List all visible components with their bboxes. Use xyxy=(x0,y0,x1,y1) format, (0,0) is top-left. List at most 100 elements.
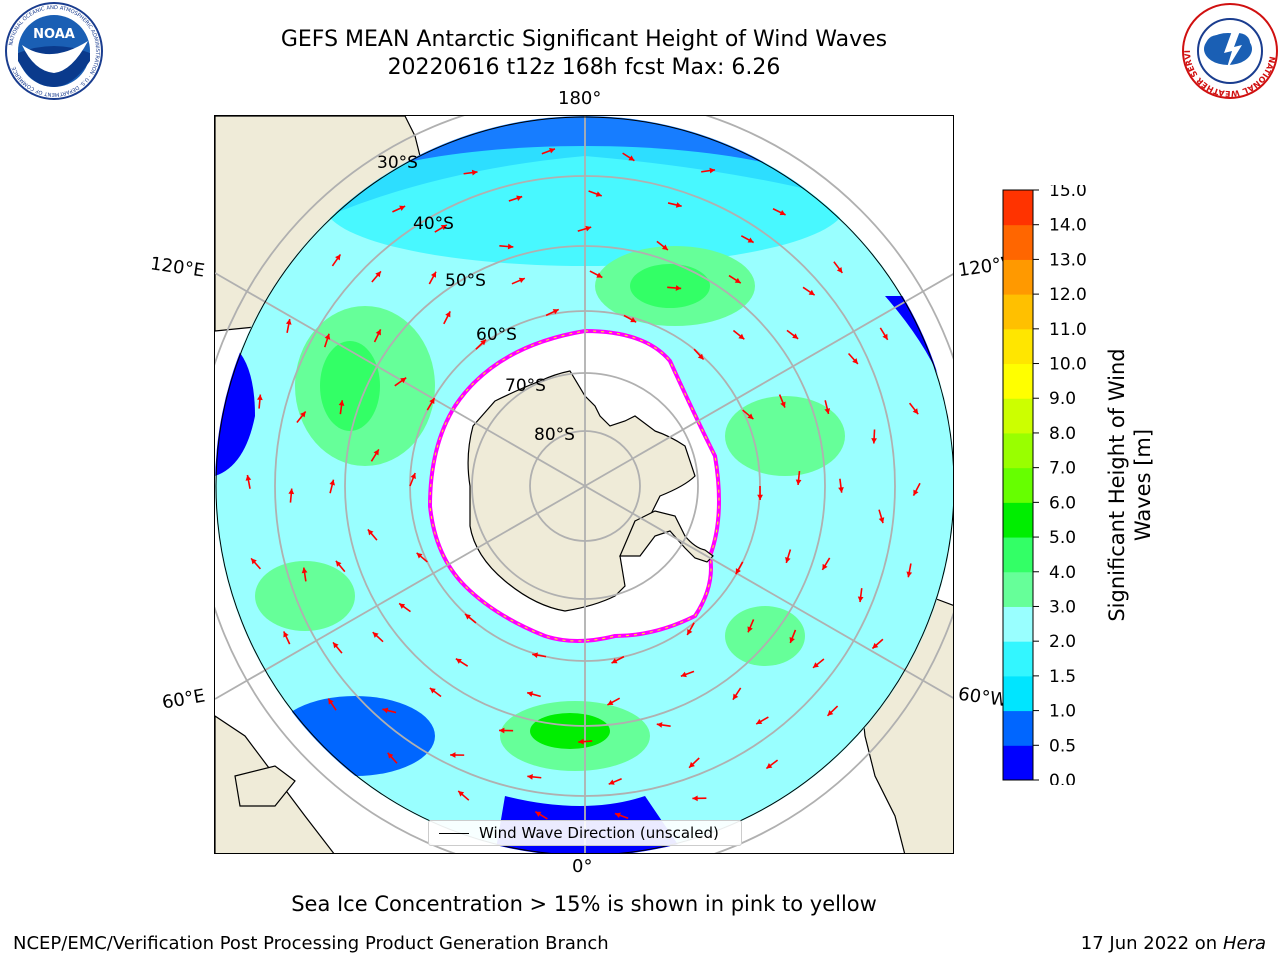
wind-arrow-head xyxy=(382,707,389,714)
colorbar-tick-label: 9.0 xyxy=(1049,389,1076,409)
wind-arrow-head xyxy=(328,698,334,705)
wind-arrow-head xyxy=(913,489,919,496)
wind-arrow-head xyxy=(756,718,763,725)
map-canvas xyxy=(215,116,953,853)
colorbar-tick-label: 1.0 xyxy=(1049,702,1076,722)
colorbar-tick-label: 4.0 xyxy=(1049,563,1076,583)
colorbar-bin xyxy=(1003,502,1033,538)
wind-arrow-head xyxy=(372,632,379,638)
wind-arrow-head xyxy=(585,225,592,232)
colorbar-tick-label: 3.0 xyxy=(1049,597,1076,617)
wind-arrow-head xyxy=(780,401,786,408)
wind-arrow-head xyxy=(455,658,462,664)
wind-arrow-head xyxy=(687,629,693,636)
lon-label-180: 180° xyxy=(558,88,602,109)
lon-label-60e: 60°E xyxy=(160,685,207,714)
footer-date: 17 Jun 2022 on Hera xyxy=(1081,933,1266,955)
wind-arrow-head xyxy=(661,244,668,251)
map-legend: Wind Wave Direction (unscaled) xyxy=(428,820,742,846)
map-panel: Wind Wave Direction (unscaled) 30°S 40°S… xyxy=(214,115,954,854)
wind-arrow-head xyxy=(329,479,336,486)
noaa-logo-icon: NOAA NATIONAL OCEANIC AND ATMOSPHERIC AD… xyxy=(5,2,103,100)
colorbar-frame xyxy=(1002,189,1034,781)
wind-arrow-head xyxy=(527,691,534,697)
wind-arrow-head xyxy=(507,243,514,250)
colorbar-tick-label: 0.5 xyxy=(1049,736,1076,756)
colorbar-tick-label: 5.0 xyxy=(1049,528,1076,548)
lat-label-70s: 70°S xyxy=(505,376,546,396)
wind-arrow-head xyxy=(440,224,447,231)
wind-arrow-head xyxy=(675,285,682,291)
colorbar-bin xyxy=(1003,398,1033,434)
wind-arrow-head xyxy=(747,626,753,633)
wind-arrow-head xyxy=(410,472,416,479)
antarctica xyxy=(467,370,696,612)
wind-arrow-head xyxy=(656,722,663,728)
wind-arrow-head xyxy=(789,637,795,643)
wind-arrow-head xyxy=(285,319,292,325)
wind-arrow-head xyxy=(827,710,834,716)
colorbar-bin xyxy=(1003,571,1033,607)
colorbar-tick-label: 7.0 xyxy=(1049,459,1076,479)
wind-arrow-head xyxy=(480,339,487,346)
wind-arrow-head xyxy=(245,475,252,481)
wind-arrow-head xyxy=(808,289,815,296)
wind-arrow-head xyxy=(813,662,819,668)
wind-arrow-head xyxy=(532,652,538,658)
wind-arrow-head xyxy=(709,167,716,174)
wind-arrow-head xyxy=(283,631,289,638)
wind-arrow-head xyxy=(735,568,741,575)
colorbar-ticks: 0.0 0.5 1.0 1.5 2.0 3.0 4.0 5.0 6.0 7.0 8.0 9.0 10.0… xyxy=(1033,185,1087,785)
wind-arrow-head xyxy=(335,560,342,567)
colorbar-tick-label: 10.0 xyxy=(1049,355,1087,375)
wind-arrow-head xyxy=(792,333,799,339)
wind-arrow-head xyxy=(779,209,786,216)
footer-host: Hera xyxy=(1222,933,1266,954)
wind-arrow-head xyxy=(838,487,844,493)
wind-arrow-head xyxy=(288,488,295,495)
wind-arrow-head xyxy=(785,557,791,563)
legend-label: Wind Wave Direction (unscaled) xyxy=(479,824,719,842)
wind-arrow-head xyxy=(732,693,739,700)
colorbar-bin xyxy=(1003,190,1033,226)
wind-arrow-head xyxy=(430,271,437,278)
madagascar xyxy=(234,765,296,807)
wind-arrow-head xyxy=(857,596,864,603)
colorbar-bin xyxy=(1003,328,1033,365)
colorbar-tick-label: 6.0 xyxy=(1049,493,1076,513)
wind-arrow-head xyxy=(680,671,687,678)
wind-arrow-head xyxy=(324,333,331,340)
wind-arrow-head xyxy=(766,763,773,769)
sea-ice-note: Sea Ice Concentration > 15% is shown in … xyxy=(0,891,1280,917)
wind-arrow-head xyxy=(375,329,381,336)
chart-title: GEFS MEAN Antarctic Significant Height o… xyxy=(280,27,888,52)
colorbar-bin xyxy=(1003,606,1033,642)
colorbar-tick-label: 12.0 xyxy=(1049,285,1087,305)
wind-arrow-head xyxy=(464,614,471,620)
lat-label-30s: 30°S xyxy=(377,153,418,173)
colorbar-tick-label: 11.0 xyxy=(1049,320,1087,340)
wind-arrow-head xyxy=(429,398,435,405)
wind-arrow-head xyxy=(607,699,614,705)
wind-arrow-head xyxy=(878,517,885,524)
wind-arrow-head xyxy=(399,603,406,609)
colorbar-bin xyxy=(1003,641,1033,677)
wind-arrow-head xyxy=(387,752,394,759)
colorbar-label: Significant Height of Wind Waves [m] xyxy=(1105,348,1155,622)
map-boundary xyxy=(215,116,953,853)
colorbar-bin xyxy=(1003,537,1033,573)
wind-arrow-head xyxy=(882,333,888,340)
footer-date-text: 17 Jun 2022 on xyxy=(1080,933,1218,954)
wind-arrow-head xyxy=(747,237,754,243)
chart-subtitle: 20220616 t12z 168h fcst Max: 6.26 xyxy=(387,55,781,80)
colorbar-bin xyxy=(1003,745,1033,781)
lon-label-120e: 120°E xyxy=(148,253,206,282)
colorbar-bin xyxy=(1003,224,1033,260)
wind-arrow-head xyxy=(373,449,379,456)
wind-arrow-head xyxy=(611,658,618,664)
wind-arrow-head xyxy=(338,400,345,406)
colorbar-bin xyxy=(1003,467,1033,503)
wind-arrow-head xyxy=(608,779,615,785)
wind-arrow-head xyxy=(824,408,831,414)
